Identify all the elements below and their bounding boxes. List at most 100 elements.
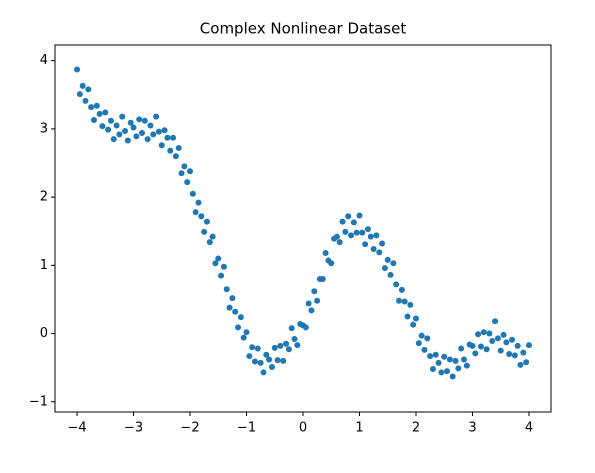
point <box>509 336 516 343</box>
point <box>206 239 213 246</box>
x-tick-label: 2 <box>412 421 420 436</box>
point <box>102 109 109 116</box>
point <box>192 209 199 216</box>
point <box>90 117 97 124</box>
y-tick-label: 3 <box>40 121 48 136</box>
point <box>336 239 343 246</box>
point <box>345 213 352 220</box>
point <box>138 129 145 136</box>
point <box>170 134 177 141</box>
point <box>472 350 479 357</box>
point <box>263 351 270 358</box>
point <box>127 119 134 126</box>
point <box>359 229 366 236</box>
point <box>455 365 462 372</box>
point <box>274 357 281 364</box>
point <box>525 342 532 349</box>
point <box>441 353 448 360</box>
point <box>319 275 326 282</box>
point <box>418 332 425 339</box>
point <box>339 218 346 225</box>
point <box>477 343 484 350</box>
point <box>141 117 148 124</box>
point <box>483 346 490 353</box>
point <box>82 97 89 104</box>
point <box>302 324 309 331</box>
point <box>107 117 114 124</box>
point <box>144 136 151 143</box>
point <box>429 366 436 373</box>
point <box>503 339 510 346</box>
point <box>333 233 340 240</box>
point <box>438 369 445 376</box>
axes-frame <box>54 44 552 413</box>
point <box>367 233 374 240</box>
point <box>506 351 513 358</box>
y-tick-label: 0 <box>40 326 48 341</box>
point <box>235 324 242 331</box>
point <box>251 358 258 365</box>
point <box>520 349 527 356</box>
point <box>76 91 83 98</box>
point <box>260 369 267 376</box>
point <box>280 357 287 364</box>
x-tick-label: −3 <box>124 421 143 436</box>
point <box>243 329 250 336</box>
point <box>266 356 273 363</box>
point <box>492 318 499 325</box>
point <box>291 336 298 343</box>
point <box>396 297 403 304</box>
point <box>514 342 521 349</box>
point <box>116 131 123 138</box>
point <box>277 342 284 349</box>
point <box>376 249 383 256</box>
point <box>308 307 315 314</box>
point <box>172 153 179 160</box>
point <box>257 359 264 366</box>
point <box>167 147 174 154</box>
point <box>401 298 408 305</box>
point <box>511 352 518 359</box>
point <box>246 353 253 360</box>
point <box>379 240 386 247</box>
point <box>79 82 86 89</box>
y-tick-label: 1 <box>40 258 48 273</box>
point <box>220 263 227 270</box>
point <box>158 142 165 149</box>
point <box>311 288 318 295</box>
point <box>150 131 157 138</box>
point <box>136 116 143 123</box>
x-tick-label: −2 <box>180 421 199 436</box>
point <box>175 145 182 152</box>
y-tick-label: −1 <box>29 394 48 409</box>
point <box>181 163 188 170</box>
point <box>130 124 137 131</box>
point <box>322 250 329 257</box>
point <box>497 347 504 354</box>
point <box>254 345 261 352</box>
point <box>348 232 355 239</box>
point <box>494 335 501 342</box>
point <box>444 368 451 375</box>
point <box>463 362 470 369</box>
point <box>283 340 290 347</box>
point <box>305 300 312 307</box>
point <box>446 356 453 363</box>
point <box>133 133 140 140</box>
point <box>486 330 493 337</box>
point <box>458 345 465 352</box>
point <box>461 356 468 363</box>
x-tick-label: 3 <box>468 421 476 436</box>
point <box>500 331 507 338</box>
point <box>161 127 168 134</box>
point <box>404 313 411 320</box>
point <box>469 342 476 349</box>
point <box>212 260 219 267</box>
point <box>435 359 442 366</box>
point <box>237 314 244 321</box>
point <box>187 168 194 175</box>
point <box>353 229 360 236</box>
point <box>147 122 154 129</box>
point <box>153 113 160 120</box>
